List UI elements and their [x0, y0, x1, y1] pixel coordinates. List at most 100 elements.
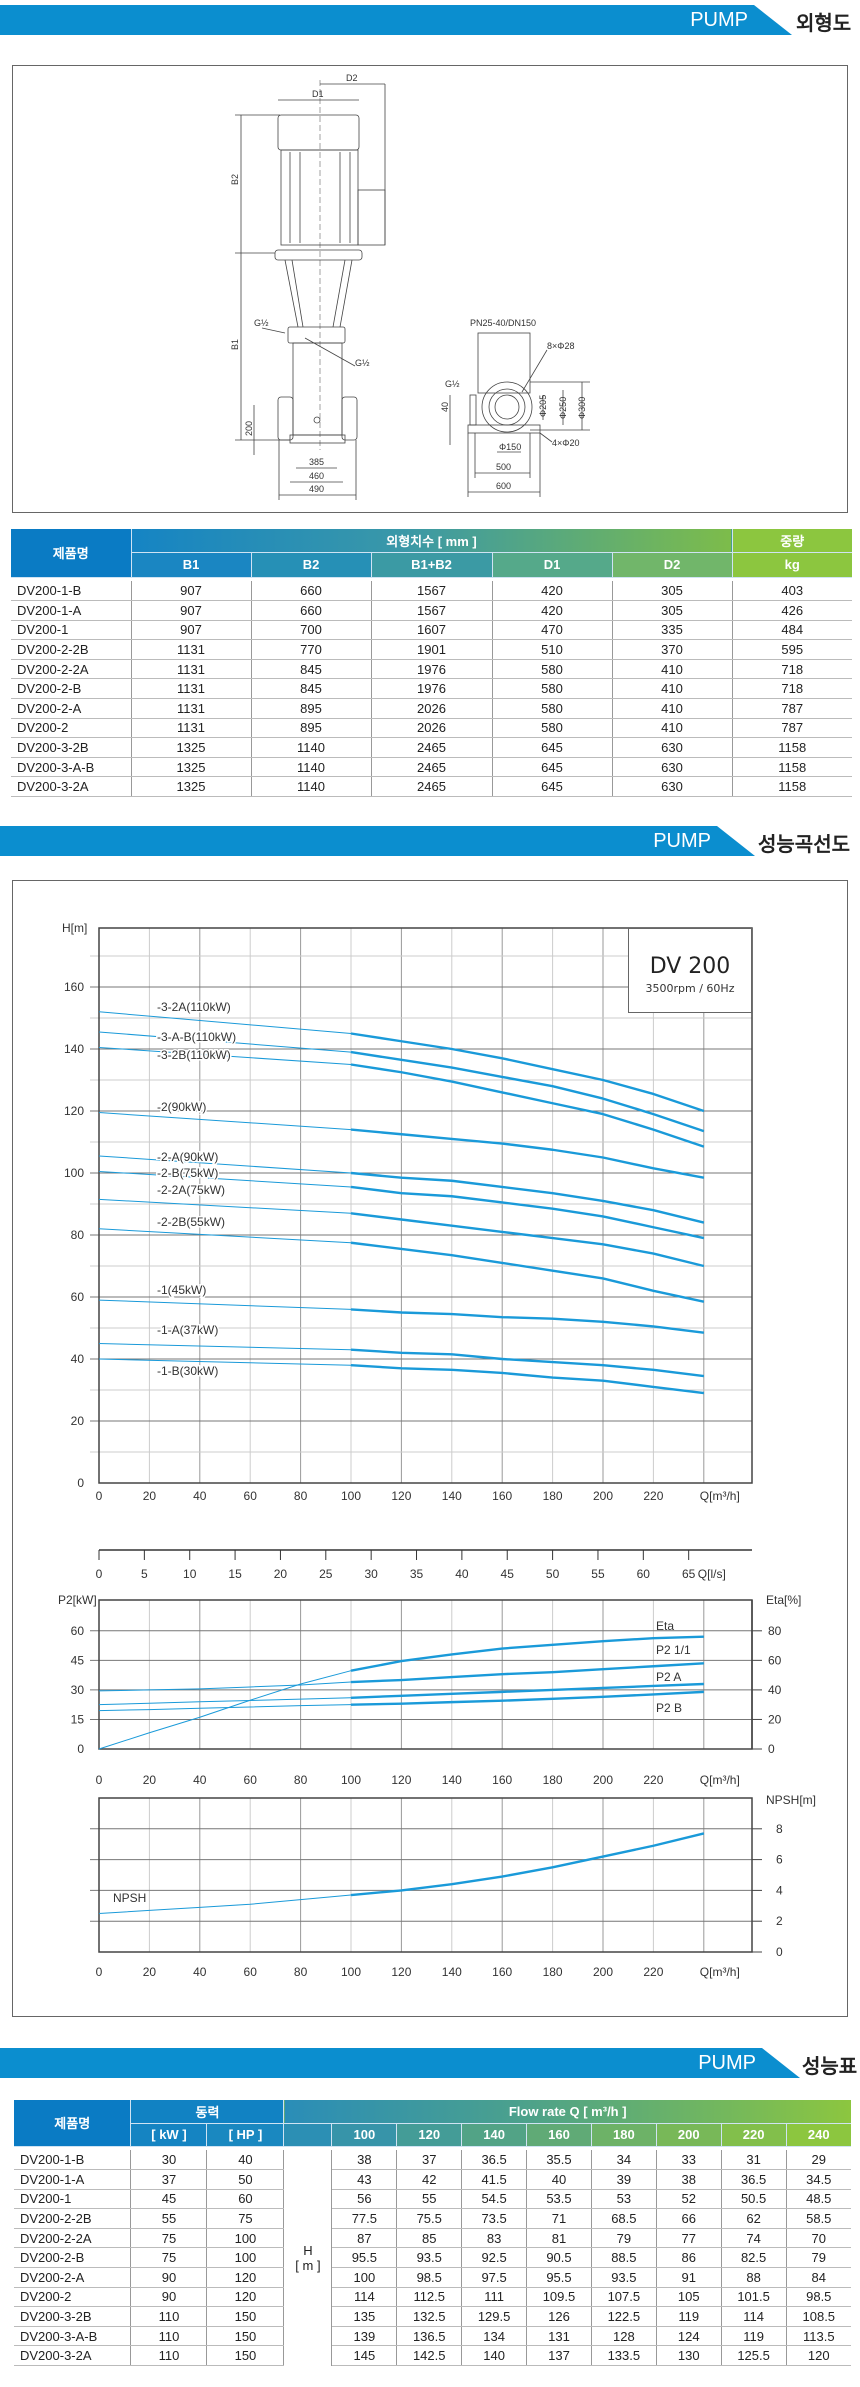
- table-row: DV200-2-A 1131 895 2026 580 410 787: [11, 698, 852, 719]
- x-tick-label: 200: [593, 1489, 613, 1503]
- ls-tick-label: 50: [546, 1567, 560, 1581]
- value-cell: 580: [492, 718, 613, 739]
- col-header-q-120: 120: [396, 2123, 463, 2147]
- y-tick-label: 140: [64, 1042, 84, 1056]
- head-value-cell: 36.5: [461, 2150, 528, 2171]
- head-value-cell: 88.5: [591, 2247, 657, 2269]
- value-cell: 1325: [131, 757, 252, 778]
- head-value-cell: 91: [656, 2267, 722, 2288]
- value-cell: 645: [492, 776, 613, 798]
- value-cell: 426: [732, 600, 852, 621]
- section-title-curves: 성능곡선도: [758, 832, 850, 856]
- y2-tick-label: 40: [768, 1683, 782, 1697]
- value-cell: 595: [732, 639, 852, 660]
- value-cell: 410: [612, 678, 733, 700]
- head-value-cell: 87: [331, 2228, 398, 2249]
- y2-tick-label: 80: [768, 1624, 782, 1638]
- power-cell: 60: [206, 2189, 285, 2210]
- y-tick-label: 4: [776, 1883, 783, 1897]
- head-value-cell: 38: [331, 2150, 398, 2171]
- x-tick-label: 160: [492, 1489, 512, 1503]
- model-name-cell: DV200-2: [14, 2287, 132, 2308]
- value-cell: 1976: [371, 678, 493, 700]
- head-value-cell: 100: [331, 2267, 398, 2288]
- power-cell: 55: [130, 2208, 208, 2229]
- value-cell: 1140: [251, 776, 372, 798]
- col-header-hp: [ HP ]: [206, 2123, 285, 2147]
- power-curve-bold: [350, 1682, 704, 1699]
- head-label: H: [303, 2242, 313, 2258]
- head-value-cell: 81: [526, 2228, 592, 2249]
- power-cell: 50: [206, 2169, 285, 2190]
- power-cell: 75: [206, 2208, 285, 2229]
- head-value-cell: 68.5: [591, 2208, 657, 2229]
- model-name-cell: DV200-3-2A: [11, 776, 132, 798]
- model-name-cell: DV200-1: [14, 2189, 132, 2210]
- x-tick-label: 0: [96, 1965, 103, 1979]
- value-cell: 895: [251, 698, 372, 719]
- head-value-cell: 130: [656, 2345, 722, 2367]
- head-value-cell: 53: [591, 2189, 657, 2210]
- table-row: DV200-3-2A 110 150 145 142.5 140 137 133.5 130 12…: [14, 2345, 851, 2367]
- x-tick-label: 160: [492, 1773, 512, 1787]
- model-name-cell: DV200-2-A: [11, 698, 132, 719]
- ls-tick-label: 35: [410, 1567, 424, 1581]
- col-header-flow-rate: Flow rate Q [ m³/h ]: [283, 2100, 851, 2124]
- model-name-cell: DV200-2-2A: [11, 659, 132, 680]
- head-curve-bold: [350, 1171, 705, 1224]
- head-value-cell: 101.5: [721, 2287, 787, 2308]
- head-curve-bold: [350, 1185, 705, 1240]
- curve-label: NPSH: [113, 1891, 146, 1905]
- head-value-cell: 97.5: [461, 2267, 528, 2288]
- section-header-bar-outline: PUMP: [0, 5, 792, 35]
- x-tick-label: 80: [294, 1965, 308, 1979]
- power-cell: 90: [130, 2267, 208, 2288]
- head-value-cell: 120: [786, 2345, 851, 2367]
- ls-tick-label: 60: [637, 1567, 651, 1581]
- table-row: DV200-2-2A 75 100 87 85 83 81 79 77 74 70: [14, 2228, 851, 2249]
- outline-drawing-frame: [12, 65, 848, 513]
- head-value-cell: 48.5: [786, 2189, 851, 2210]
- model-name-cell: DV200-1-A: [14, 2169, 132, 2190]
- curve-label: -2-B(75kW): [157, 1166, 218, 1180]
- ls-axis-label: Q[l/s]: [698, 1567, 726, 1581]
- x-tick-label: 60: [244, 1489, 258, 1503]
- power-cell: 90: [130, 2287, 208, 2308]
- x-tick-label: 220: [643, 1489, 663, 1503]
- head-value-cell: 34.5: [786, 2169, 851, 2190]
- value-cell: 1131: [131, 698, 252, 719]
- head-value-cell: 134: [461, 2326, 528, 2347]
- value-cell: 1158: [732, 757, 852, 778]
- dim-g-right: G½: [355, 358, 370, 368]
- head-value-cell: 52: [656, 2189, 722, 2210]
- table-row: DV200-1 907 700 1607 470 335 484: [11, 620, 852, 641]
- head-value-cell: 41.5: [461, 2169, 528, 2190]
- head-value-cell: 114: [721, 2306, 787, 2327]
- value-cell: 845: [251, 659, 372, 680]
- model-name-cell: DV200-2-A: [14, 2267, 132, 2288]
- y-tick-label: 160: [64, 980, 84, 994]
- value-cell: 1158: [732, 737, 852, 758]
- value-cell: 660: [251, 600, 372, 621]
- col-header-q-240: 240: [786, 2123, 851, 2147]
- dim-385: 385: [309, 457, 324, 467]
- head-value-cell: 95.5: [331, 2247, 398, 2269]
- curve-label: P2 B: [656, 1701, 682, 1715]
- y-tick-label: 45: [71, 1653, 85, 1667]
- model-spec: 3500rpm / 60Hz: [645, 982, 735, 995]
- head-value-cell: 31: [721, 2150, 787, 2171]
- dim-8-holes: 8×Φ28: [547, 341, 574, 351]
- dim-40: 40: [440, 402, 450, 412]
- head-value-cell: 108.5: [786, 2306, 851, 2327]
- motor-flange: [274, 249, 363, 261]
- y-tick-label: 6: [776, 1853, 783, 1867]
- head-value-cell: 136.5: [396, 2326, 463, 2347]
- table-row: DV200-2-B 1131 845 1976 580 410 718: [11, 678, 852, 700]
- dim-b1: B1: [230, 339, 240, 350]
- x-tick-label: 180: [543, 1965, 563, 1979]
- power-cell: 120: [206, 2267, 285, 2288]
- head-curve-bold: [350, 1212, 705, 1268]
- curve-label: -2(90kW): [157, 1100, 206, 1114]
- value-cell: 510: [492, 639, 613, 660]
- head-value-cell: 40: [526, 2169, 592, 2190]
